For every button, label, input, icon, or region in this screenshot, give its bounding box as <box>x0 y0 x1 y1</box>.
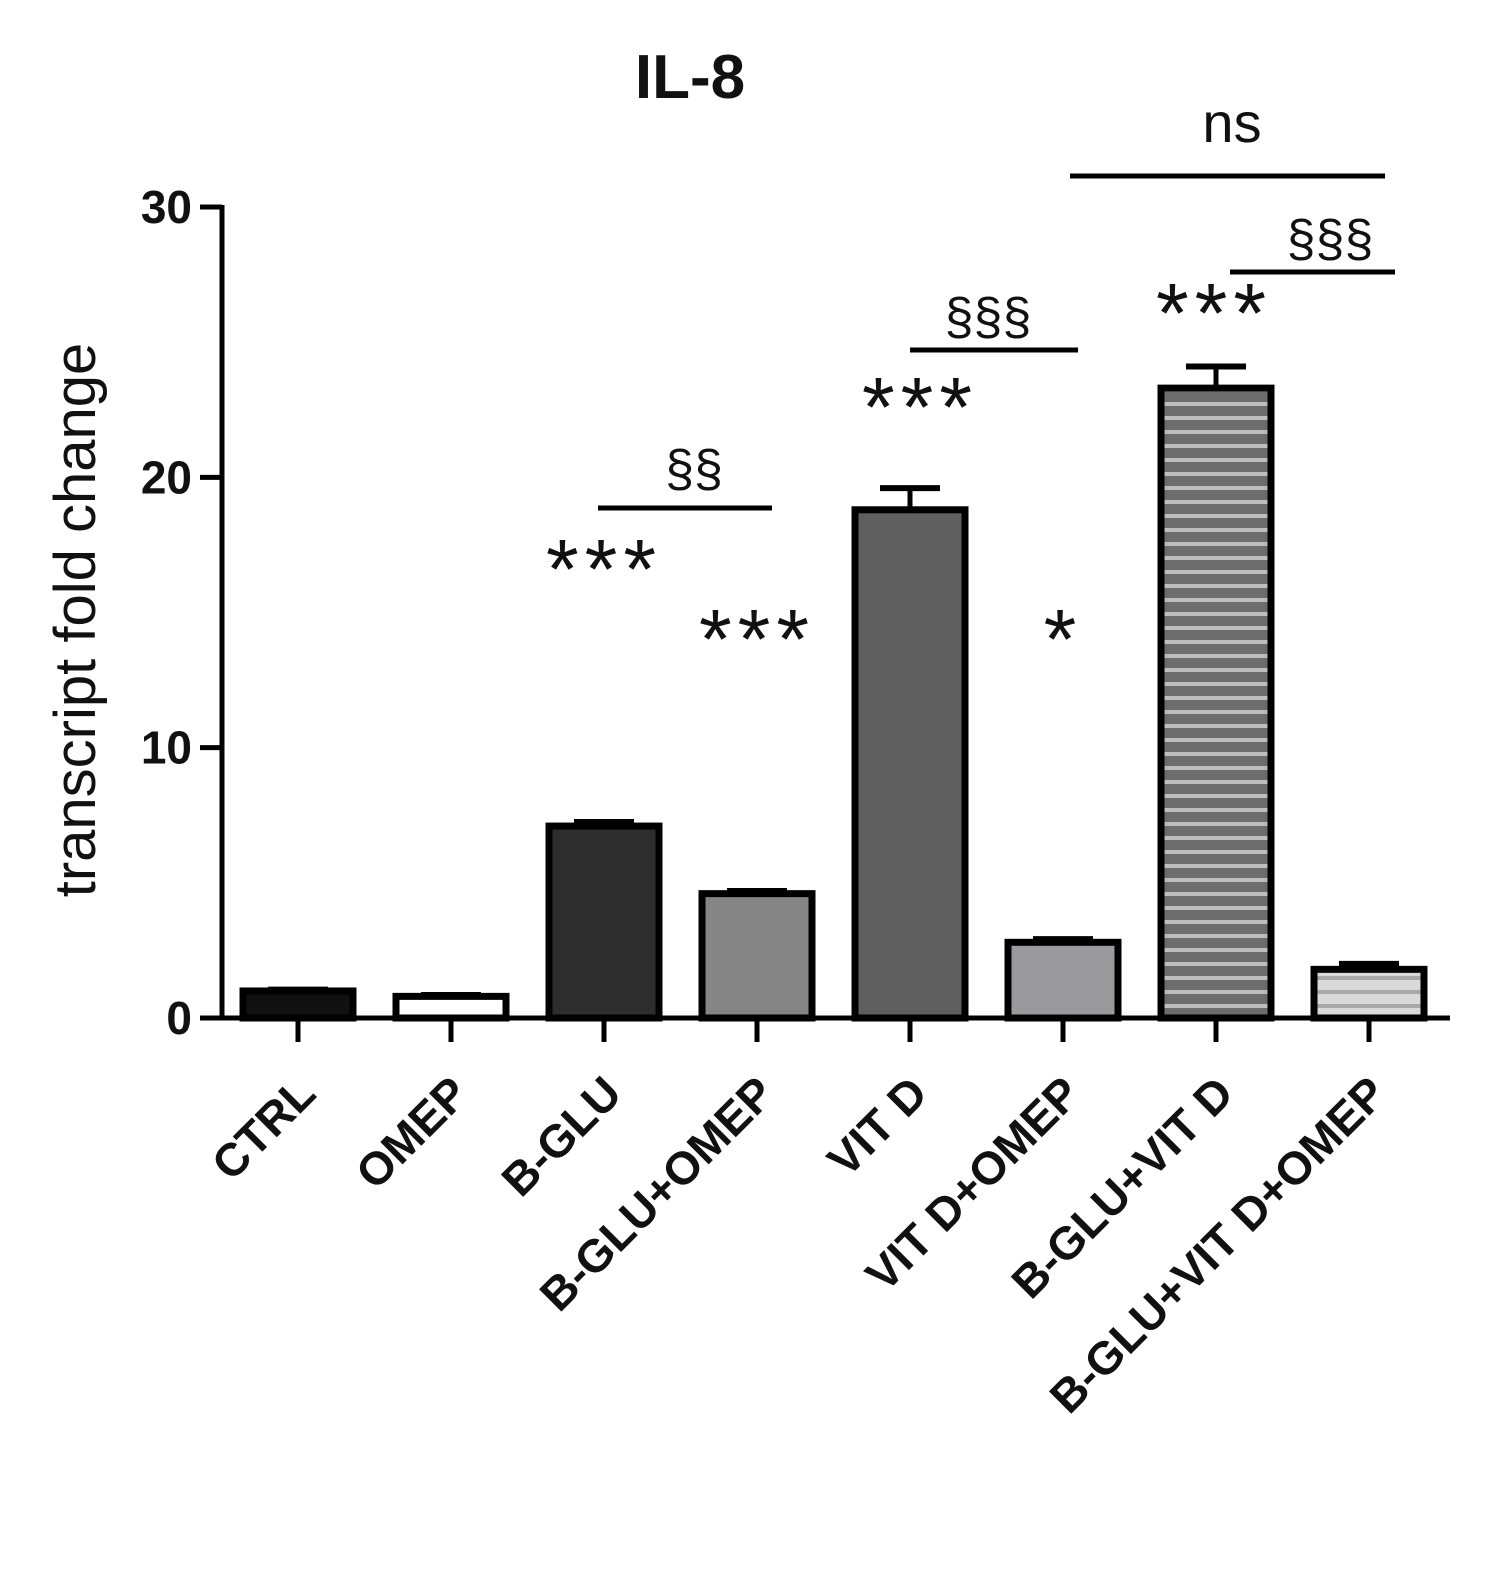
y-tick-label: 10 <box>141 722 192 774</box>
bar-omep <box>392 992 510 1022</box>
bar-b-glu-omep <box>698 890 816 1022</box>
comparison-label: §§ <box>665 440 723 498</box>
significance-stars: * <box>1044 592 1083 686</box>
y-tick-label: 20 <box>141 451 192 503</box>
bar-vit-d-omep <box>1004 938 1122 1022</box>
y-axis-label: transcript fold change <box>43 343 108 898</box>
bar-ctrl <box>239 987 357 1022</box>
bar-b-glu-vit-d-omep <box>1310 965 1428 1022</box>
significance-stars: *** <box>699 592 815 686</box>
comparison-label: §§§ <box>1287 210 1374 268</box>
bar-b-glu-vit-d <box>1157 384 1275 1022</box>
x-category-label: OMEP <box>346 1066 479 1199</box>
comparison-label: ns <box>1202 91 1261 154</box>
chart-title: IL-8 <box>635 43 745 112</box>
x-category-label: CTRL <box>202 1066 325 1189</box>
significance-stars: *** <box>546 522 662 616</box>
x-category-label: B-GLU <box>491 1066 631 1206</box>
y-tick-label: 30 <box>141 181 192 233</box>
x-category-label: VIT D <box>817 1066 937 1186</box>
significance-stars: *** <box>862 360 978 454</box>
significance-stars: *** <box>1156 266 1272 360</box>
bar-b-glu <box>545 822 663 1022</box>
comparison-label: §§§ <box>945 288 1032 346</box>
y-tick-label: 0 <box>166 992 192 1044</box>
bar-vit-d <box>851 506 969 1022</box>
